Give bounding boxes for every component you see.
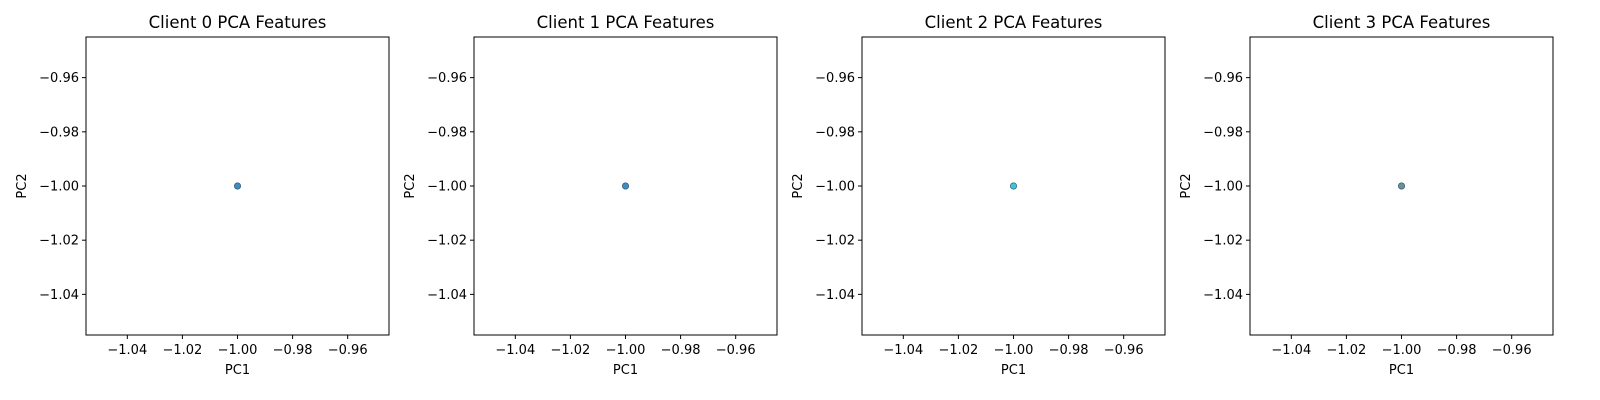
data-point [1398,182,1406,190]
y-tick-label: −0.98 [815,125,855,140]
y-tick-label: −1.04 [39,288,79,303]
x-tick-label: −1.00 [994,343,1034,358]
y-tick-label: −1.02 [815,234,855,249]
y-tick-label: −1.00 [1203,180,1243,195]
chart-title: Client 3 PCA Features [1313,13,1491,32]
y-tick-label: −1.00 [427,180,467,195]
y-tick-label: −1.04 [1203,288,1243,303]
x-tick-label: −1.00 [1382,343,1422,358]
y-tick-label: −1.02 [1203,234,1243,249]
x-axis-label: PC1 [1389,363,1414,378]
x-tick-label: −1.04 [883,343,923,358]
y-tick-label: −1.04 [427,288,467,303]
x-tick-label: −0.98 [273,343,313,358]
x-tick-label: −0.98 [1049,343,1089,358]
chart-title: Client 1 PCA Features [537,13,715,32]
y-tick-label: −1.02 [427,234,467,249]
x-tick-label: −0.96 [1492,343,1532,358]
y-axis-label: PC2 [1179,173,1194,198]
y-tick-label: −1.02 [39,234,79,249]
x-tick-label: −1.02 [162,343,202,358]
y-tick-label: −0.96 [815,71,855,86]
y-axis-label: PC2 [403,173,418,198]
y-tick-label: −0.98 [427,125,467,140]
x-tick-label: −0.98 [661,343,701,358]
chart-title: Client 0 PCA Features [149,13,327,32]
x-tick-label: −1.00 [218,343,258,358]
y-tick-label: −0.96 [427,71,467,86]
data-point [1009,182,1017,190]
chart-title: Client 2 PCA Features [925,13,1103,32]
data-point [621,182,629,190]
y-axis-label: PC2 [791,173,806,198]
y-tick-label: −0.96 [39,71,79,86]
chart-panel-2: Client 2 PCA Features −1.04 −1.02 −1.00 −0.9… [791,13,1166,378]
chart-panel-0: Client 0 PCA Features −1.04 −1.02 −1.00 −0.9… [15,13,390,378]
x-tick-label: −1.04 [495,343,535,358]
y-tick-label: −1.00 [815,180,855,195]
x-tick-label: −0.98 [1437,343,1477,358]
x-tick-label: −1.04 [107,343,147,358]
x-tick-label: −0.96 [1104,343,1144,358]
y-tick-label: −0.98 [39,125,79,140]
data-point [234,182,242,190]
x-tick-label: −1.02 [550,343,590,358]
x-tick-label: −0.96 [716,343,756,358]
chart-panel-1: Client 1 PCA Features −1.04 −1.02 −1.00 −0.9… [403,13,778,378]
y-axis-label: PC2 [15,173,30,198]
y-tick-label: −1.00 [39,180,79,195]
x-axis-label: PC1 [613,363,638,378]
x-tick-label: −1.00 [606,343,646,358]
y-tick-label: −0.96 [1203,71,1243,86]
x-tick-label: −0.96 [328,343,368,358]
x-axis-label: PC1 [225,363,250,378]
x-tick-label: −1.02 [938,343,978,358]
x-tick-label: −1.02 [1326,343,1366,358]
y-tick-label: −1.04 [815,288,855,303]
x-tick-label: −1.04 [1271,343,1311,358]
y-tick-label: −0.98 [1203,125,1243,140]
x-axis-label: PC1 [1001,363,1026,378]
chart-panel-3: Client 3 PCA Features −1.04 −1.02 −1.00 −0.9… [1179,13,1554,378]
